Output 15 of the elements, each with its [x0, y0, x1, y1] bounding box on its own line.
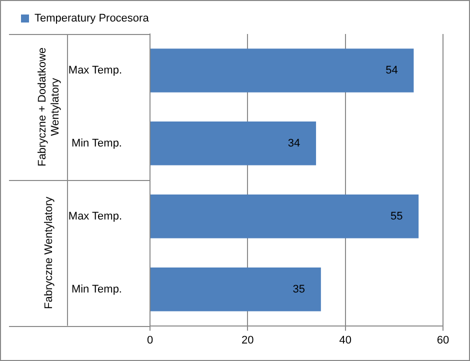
y-tick-label: Max Temp. [68, 210, 122, 222]
data-label: 34 [288, 137, 300, 150]
legend-label: Temperatury Procesora [34, 12, 150, 25]
x-tick-label: 20 [242, 334, 254, 346]
x-tick-label: 40 [339, 334, 352, 346]
text: Fabryczne Wentylatory [43, 196, 56, 309]
data-label: 54 [386, 64, 398, 77]
x-tick-label: 60 [436, 334, 450, 346]
x-tick-label: 0 [146, 334, 154, 346]
y-tick-label: Min Temp. [71, 283, 122, 296]
y-tick-label: Max Temp. [68, 64, 122, 77]
data-label: 55 [390, 210, 403, 222]
y-tick-label: Min Temp. [71, 137, 122, 150]
data-label: 35 [292, 283, 306, 296]
text: Fabryczne + Dodatkowe Wentylatory [36, 47, 62, 166]
